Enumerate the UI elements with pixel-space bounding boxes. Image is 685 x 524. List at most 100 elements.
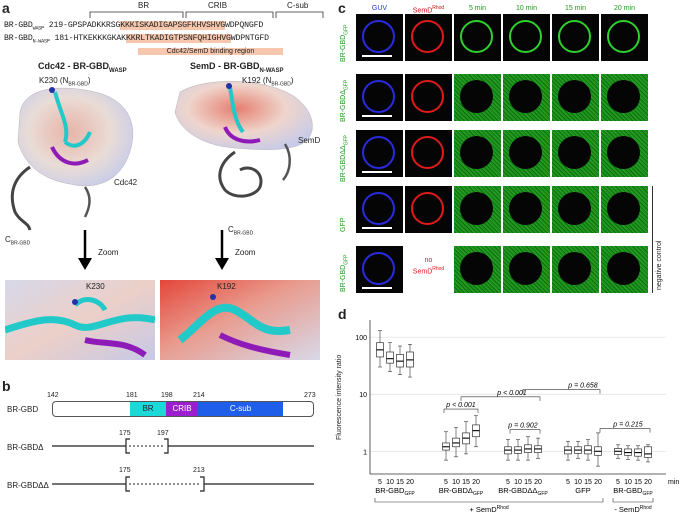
- significance-bracket: [460, 396, 541, 401]
- left-title-sub: WASP: [109, 67, 127, 74]
- r3-10min: [503, 130, 550, 177]
- significance-bracket: [443, 408, 479, 414]
- r5-guv: [356, 246, 403, 293]
- group-label-sub: GFP: [642, 491, 653, 497]
- x-tick-label: 20: [406, 479, 414, 486]
- left-residue-sub: BR-GBD: [68, 81, 88, 88]
- col-header-10min: 10 min: [515, 5, 537, 12]
- condition-label-minus: - SemDRhod: [614, 505, 652, 514]
- significance-bracket: [509, 429, 541, 434]
- cdc42-structure-image: [10, 87, 134, 231]
- condition-bracket: [374, 498, 604, 503]
- tick-273: 273: [304, 392, 316, 399]
- seq-nwasp-pre: HTKEKKKGKAK: [73, 34, 127, 43]
- group-label: GFP: [575, 486, 590, 495]
- x-tick-label: 15: [462, 479, 470, 486]
- panel-b-label: b: [2, 378, 11, 394]
- right-cterm-sub: BR-GBD: [233, 230, 254, 237]
- right-title-sub: N-WASP: [259, 67, 284, 74]
- scale-bar: [362, 55, 392, 57]
- col-header-guv: GUV: [371, 5, 388, 12]
- zoom-arrow-left: [78, 230, 92, 270]
- condition-label-plus: + SemDRhod: [469, 505, 508, 514]
- row3-sub: GFP: [343, 135, 350, 146]
- col-header-20min: 20 min: [613, 5, 635, 12]
- x-unit-label: min: [668, 479, 679, 486]
- r3-15min: [552, 130, 599, 177]
- seq-wasp-sub: WASP: [32, 25, 45, 32]
- r4-10min: [503, 186, 550, 233]
- binding-region-note: Cdc42/SemD binding region: [138, 48, 283, 55]
- tick-198: 198: [161, 392, 173, 399]
- panel-c-label: c: [338, 0, 346, 16]
- r2-15min: [552, 74, 599, 121]
- col-header-5min: 5 min: [468, 5, 487, 12]
- group-label-sub: GFP: [473, 491, 484, 497]
- negative-control-bracket: [652, 186, 653, 293]
- group-label-sub: GFP: [404, 491, 415, 497]
- cdc42-label: Cdc42: [114, 178, 138, 187]
- left-cterm-text: C: [5, 235, 11, 244]
- col-header-semd: SemDRhod: [405, 5, 452, 14]
- scale-bar: [362, 227, 392, 229]
- x-tick-label: 5: [566, 479, 570, 486]
- delta1-label: BR-GBDΔ: [7, 443, 44, 452]
- significance-bracket: [522, 389, 601, 394]
- seq-wasp-pre: GPSPADKKRSG: [67, 21, 121, 30]
- significance-bracket: [599, 428, 651, 433]
- seq-nwasp: BR-GBDN-WASP 181-HTKEKKKGKAKKKRLTKADIGTP…: [4, 34, 269, 45]
- no-semd-line1: no: [424, 257, 433, 264]
- p-value-label: p = 0.658: [567, 383, 597, 390]
- x-tick-label: 15: [524, 479, 532, 486]
- zoom-semd-image: [160, 280, 320, 360]
- negative-control-label: negative control: [656, 240, 663, 290]
- seq-nwasp-binding: KKRLTKADIGTPSNFQHIGHVG: [125, 34, 231, 43]
- seq-nwasp-sub: N-WASP: [32, 38, 50, 45]
- y-tick-label: 10: [359, 392, 367, 399]
- left-title-text: Cdc42 - BR-GBD: [38, 61, 110, 71]
- zoom-cdc42-image: [5, 280, 155, 360]
- p-value-label: p = 0.902: [507, 423, 537, 430]
- condition-bracket: [612, 498, 654, 503]
- seq-wasp-binding: KKKISKADIGAPSGFKHVSHVG: [120, 21, 226, 30]
- r4-guv: [356, 186, 403, 233]
- delta2-start: 175: [119, 467, 131, 474]
- r3-20min: [601, 130, 648, 177]
- scale-bar: [362, 115, 392, 117]
- scale-bar: [362, 287, 392, 289]
- delta2-end: 213: [193, 467, 205, 474]
- left-residue-end: ): [87, 76, 91, 85]
- right-residue-end: ): [290, 76, 294, 85]
- right-residue-text: K192 (N: [242, 76, 272, 85]
- seq-wasp: BR-GBDWASP 219-GPSPADKKRSGKKKISKADIGAPSG…: [4, 21, 263, 32]
- y-axis-label: Fluorescence intensity ratio: [336, 354, 343, 440]
- r4-15min: [552, 186, 599, 233]
- x-tick-label: 20: [472, 479, 480, 486]
- r2-guv: [356, 74, 403, 121]
- seq-nwasp-post: WDPNTGFD: [230, 34, 269, 43]
- row1-sub: GFP: [343, 24, 350, 35]
- r1-guv: [356, 14, 403, 61]
- right-cterm-text: C: [228, 225, 234, 234]
- no-semd-label: no SemDRhod: [405, 256, 452, 276]
- x-tick-label: 15: [634, 479, 642, 486]
- r1-semd: [405, 14, 452, 61]
- panel-d-label: d: [338, 306, 347, 322]
- seq-wasp-post: WDPQNGFD: [225, 21, 264, 30]
- row-label-2: BR-GBDΔGFP: [340, 80, 349, 122]
- tick-142: 142: [47, 392, 59, 399]
- br-region-header: BR: [138, 1, 150, 10]
- condition-sup: Rhod: [640, 505, 652, 511]
- crib-domain: CRIB: [166, 402, 198, 416]
- group-label: BR-GBDΔΔGFP: [498, 486, 548, 497]
- right-title-text: SemD - BR-GBD: [190, 61, 260, 71]
- r1-5min: [454, 14, 501, 61]
- left-residue-text: K230 (N: [39, 76, 69, 85]
- p-value-label: p < 0.001: [445, 402, 475, 409]
- group-label: BR-GBDΔGFP: [439, 486, 484, 497]
- row-label-3: BR-GBDΔΔGFP: [340, 135, 349, 182]
- row-label-4: GFP: [340, 218, 347, 232]
- x-tick-label: 5: [444, 479, 448, 486]
- x-tick-label: 10: [624, 479, 632, 486]
